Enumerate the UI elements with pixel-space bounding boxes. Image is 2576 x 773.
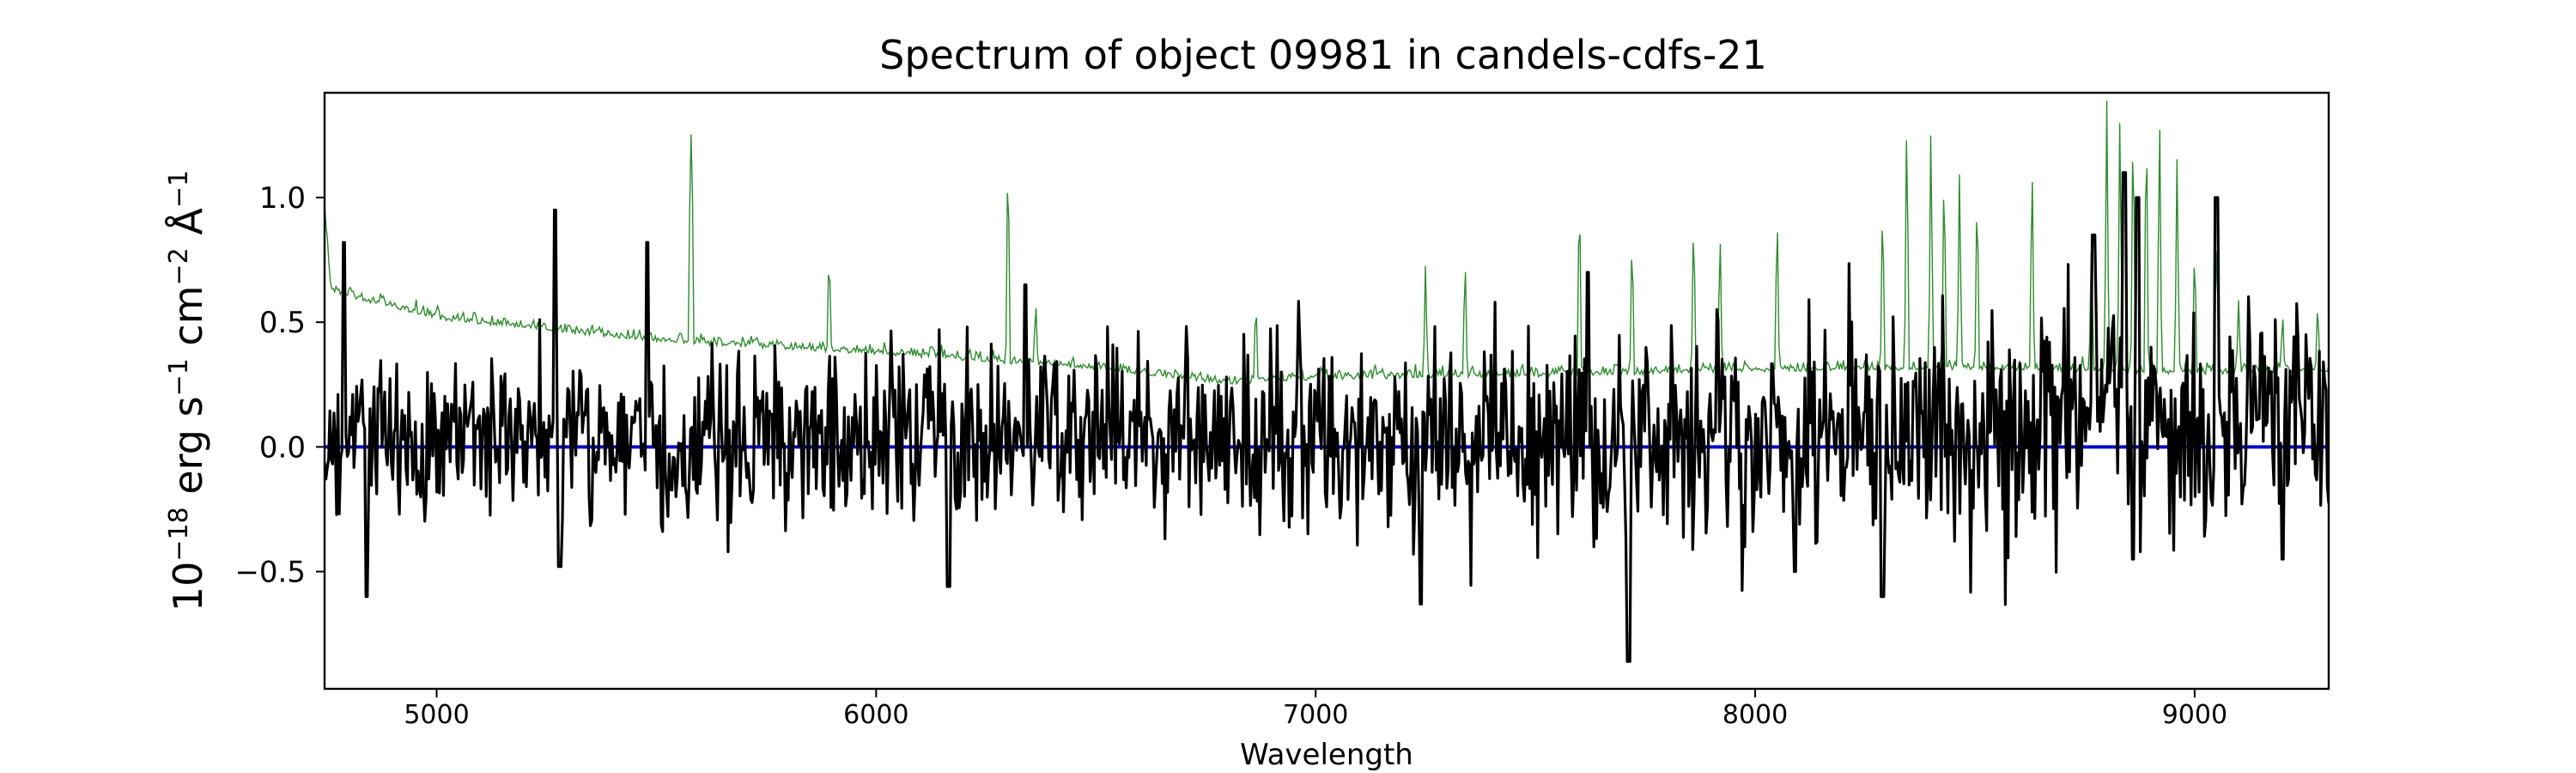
error-spectrum-line — [325, 100, 2329, 386]
y-tick-label: 0.0 — [259, 430, 306, 465]
x-axis-label: Wavelength — [1240, 738, 1413, 772]
x-tick-label: 5000 — [404, 700, 469, 730]
y-label-ang: Å — [165, 208, 211, 248]
x-tick-label: 9000 — [2162, 700, 2227, 730]
y-label-exp1: −18 — [164, 507, 194, 561]
x-tick-label: 6000 — [843, 700, 908, 730]
y-label-erg: erg s — [165, 396, 211, 507]
y-label-exp4: −1 — [164, 170, 194, 208]
y-label-exp2: −1 — [164, 358, 194, 396]
x-tick-label: 7000 — [1283, 700, 1348, 730]
x-tick-label: 8000 — [1722, 700, 1788, 730]
chart-title: Spectrum of object 09981 in candels-cdfs… — [879, 32, 1767, 78]
flux-spectrum-line — [325, 171, 2329, 663]
y-tick-label: 0.5 — [259, 306, 306, 340]
y-label-base: 10 — [165, 562, 211, 612]
y-axis-label: 10−18 erg s−1 cm−2 Å−1 — [164, 170, 212, 612]
x-axis: 5000 6000 7000 8000 9000 — [404, 689, 2227, 730]
series-layer — [325, 100, 2329, 663]
y-tick-label: −0.5 — [234, 556, 306, 590]
plot-frame — [323, 91, 2330, 691]
y-axis: −0.5 0.0 0.5 1.0 — [234, 181, 325, 590]
y-label-cm: cm — [165, 285, 211, 358]
y-tick-label: 1.0 — [259, 181, 306, 216]
y-label-exp3: −2 — [164, 247, 194, 285]
